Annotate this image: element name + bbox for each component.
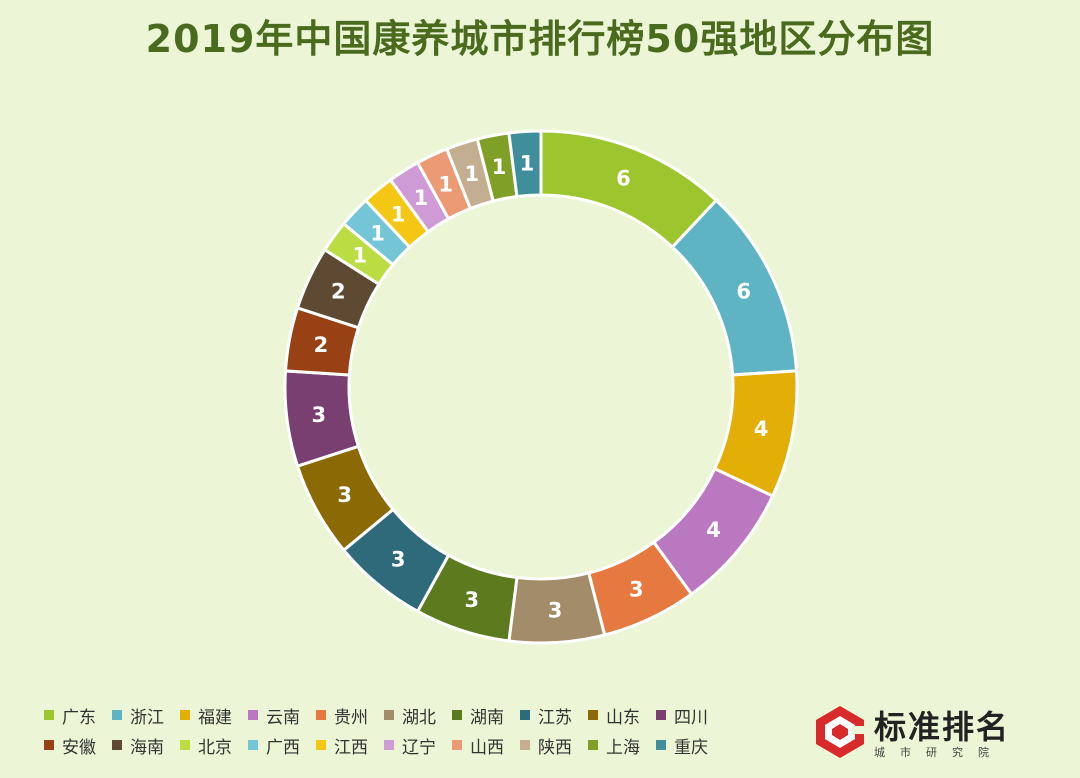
legend-swatch [316,710,326,720]
legend-swatch [316,740,326,750]
data-label-湖北: 3 [548,599,563,623]
chart-legend: 广东 浙江 福建 云南 贵州 湖北 湖南 江苏 山东 四川安徽 海南 北京 广西 江西 辽宁 山西 陕西 上海 重庆 [44,704,784,758]
donut-slice-重庆 [507,129,543,199]
legend-label: 江苏 [538,707,572,728]
data-label-山东: 3 [337,483,352,507]
legend-item-山西: 山西 [452,734,520,758]
data-label-贵州: 3 [629,578,644,602]
data-label-重庆: 1 [520,151,535,175]
data-label-广东: 6 [616,167,631,191]
legend-item-江西: 江西 [316,734,384,758]
legend-item-四川: 四川 [656,704,724,728]
legend-swatch [452,740,462,750]
legend-label: 辽宁 [402,737,436,758]
data-label-江苏: 3 [391,548,406,572]
legend-label: 福建 [198,707,232,728]
brand-logo-icon [816,706,866,758]
data-label-广西: 1 [370,222,385,246]
data-label-湖南: 3 [464,588,479,612]
data-label-辽宁: 1 [414,186,429,210]
legend-item-浙江: 浙江 [112,704,180,728]
legend-label: 湖北 [402,707,436,728]
data-label-四川: 3 [311,403,326,427]
legend-swatch [248,740,258,750]
legend-label: 广西 [266,737,300,758]
legend-label: 四川 [674,707,708,728]
legend-item-北京: 北京 [180,734,248,758]
legend-label: 广东 [62,707,96,728]
legend-swatch [44,740,54,750]
legend-swatch [112,740,122,750]
legend-label: 江西 [334,737,368,758]
legend-swatch [520,740,530,750]
data-label-陕西: 1 [464,162,479,186]
legend-label: 云南 [266,707,300,728]
legend-swatch [452,710,462,720]
legend-item-重庆: 重庆 [656,734,724,758]
legend-label: 海南 [130,737,164,758]
data-label-浙江: 6 [736,280,751,304]
legend-swatch [656,740,666,750]
legend-item-广东: 广东 [44,704,112,728]
data-label-海南: 2 [331,280,346,304]
legend-swatch [248,710,258,720]
data-label-云南: 4 [706,518,721,542]
brand-subtitle: 城市研究院 [874,746,1004,759]
legend-item-上海: 上海 [588,734,656,758]
legend-swatch [180,710,190,720]
legend-item-福建: 福建 [180,704,248,728]
data-label-江西: 1 [391,202,406,226]
legend-swatch [520,710,530,720]
legend-label: 浙江 [130,707,164,728]
legend-label: 重庆 [674,737,708,758]
legend-item-安徽: 安徽 [44,734,112,758]
legend-swatch [112,710,122,720]
legend-label: 山西 [470,737,504,758]
legend-swatch [180,740,190,750]
legend-item-山东: 山东 [588,704,656,728]
legend-item-湖北: 湖北 [384,704,452,728]
legend-label: 安徽 [62,737,96,758]
legend-item-陕西: 陕西 [520,734,588,758]
legend-item-江苏: 江苏 [520,704,588,728]
legend-swatch [384,740,394,750]
legend-item-贵州: 贵州 [316,704,384,728]
data-label-安徽: 2 [314,333,329,357]
legend-swatch [44,710,54,720]
legend-swatch [384,710,394,720]
legend-label: 北京 [198,737,232,758]
legend-label: 上海 [606,737,640,758]
chart-title: 2019年中国康养城市排行榜50强地区分布图 [145,17,935,61]
legend-item-广西: 广西 [248,734,316,758]
data-label-上海: 1 [492,155,507,179]
legend-item-海南: 海南 [112,734,180,758]
legend-swatch [588,710,598,720]
donut-slice-浙江 [670,198,799,377]
brand-name: 标准排名 [874,708,1011,746]
legend-label: 陕西 [538,737,572,758]
legend-item-辽宁: 辽宁 [384,734,452,758]
data-label-北京: 1 [352,243,367,267]
brand-logo-block: 标准排名 城市研究院 [812,700,1052,764]
legend-swatch [656,710,666,720]
data-label-福建: 4 [754,417,769,441]
legend-label: 湖南 [470,707,504,728]
legend-item-湖南: 湖南 [452,704,520,728]
legend-item-云南: 云南 [248,704,316,728]
legend-swatch [588,740,598,750]
legend-label: 山东 [606,707,640,728]
legend-label: 贵州 [334,707,368,728]
data-label-山西: 1 [438,172,453,196]
